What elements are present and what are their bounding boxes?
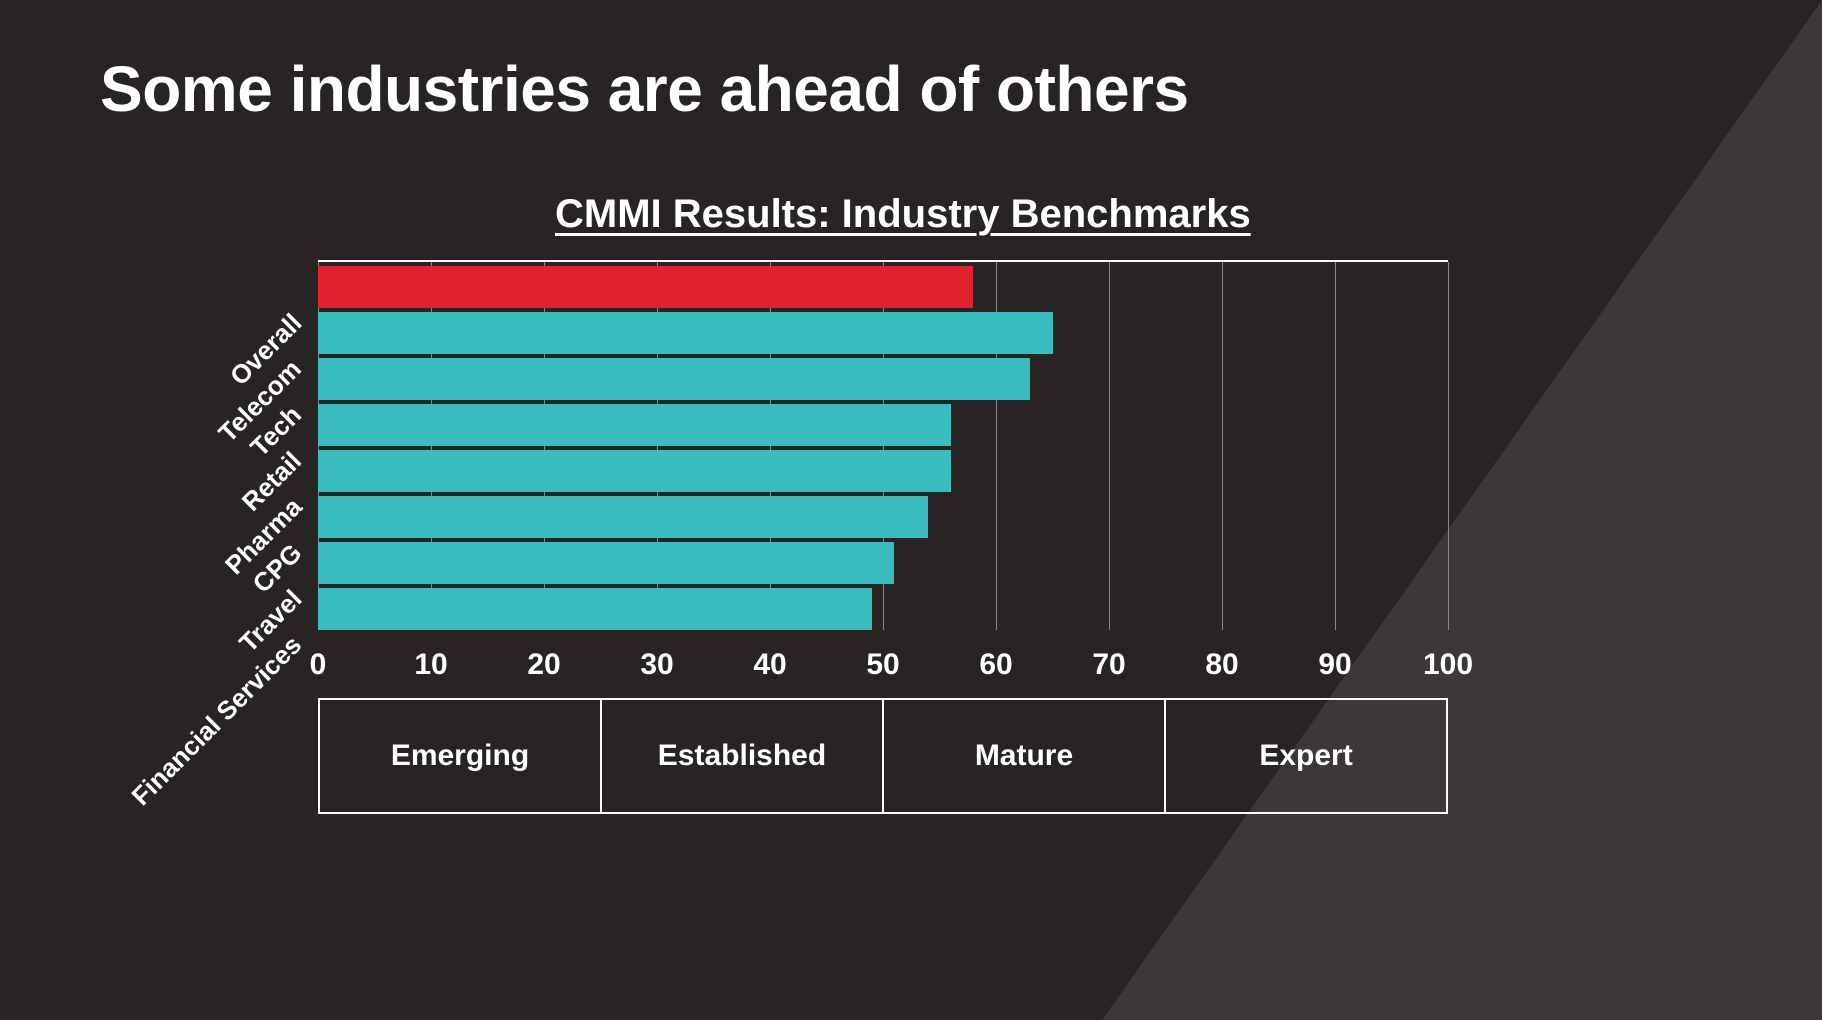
x-tick-label: 60 <box>979 648 1012 682</box>
x-tick-label: 100 <box>1423 648 1473 682</box>
x-tick-label: 40 <box>753 648 786 682</box>
x-tick-label: 50 <box>866 648 899 682</box>
chart-gridline <box>1448 262 1449 630</box>
bar <box>318 588 872 630</box>
x-tick-label: 20 <box>527 648 560 682</box>
bar-row <box>318 496 1448 538</box>
stage-cell: Emerging <box>320 700 602 812</box>
x-tick-label: 80 <box>1205 648 1238 682</box>
slide: Some industries are ahead of others CMMI… <box>0 0 1822 1020</box>
x-tick-label: 0 <box>310 648 327 682</box>
bar-row <box>318 358 1448 400</box>
bar-row <box>318 588 1448 630</box>
bar <box>318 312 1053 354</box>
bar-row <box>318 542 1448 584</box>
bar <box>318 404 951 446</box>
bar-row <box>318 312 1448 354</box>
x-tick-label: 10 <box>414 648 447 682</box>
category-label: Financial Services <box>126 630 308 812</box>
bar <box>318 266 973 308</box>
bar-row <box>318 404 1448 446</box>
x-tick-label: 70 <box>1092 648 1125 682</box>
slide-title: Some industries are ahead of others <box>100 52 1189 126</box>
chart-plot-area <box>318 260 1448 630</box>
stage-cell: Expert <box>1166 700 1446 812</box>
x-tick-label: 90 <box>1318 648 1351 682</box>
bar <box>318 496 928 538</box>
bar-row <box>318 266 1448 308</box>
bar-row <box>318 450 1448 492</box>
bar <box>318 542 894 584</box>
chart-title: CMMI Results: Industry Benchmarks <box>555 192 1251 237</box>
x-tick-label: 30 <box>640 648 673 682</box>
stage-cell: Mature <box>884 700 1166 812</box>
maturity-stage-legend: EmergingEstablishedMatureExpert <box>318 698 1448 814</box>
bar <box>318 358 1030 400</box>
stage-cell: Established <box>602 700 884 812</box>
industry-benchmark-chart: 0102030405060708090100OverallTelecomTech… <box>318 260 1448 630</box>
bar <box>318 450 951 492</box>
